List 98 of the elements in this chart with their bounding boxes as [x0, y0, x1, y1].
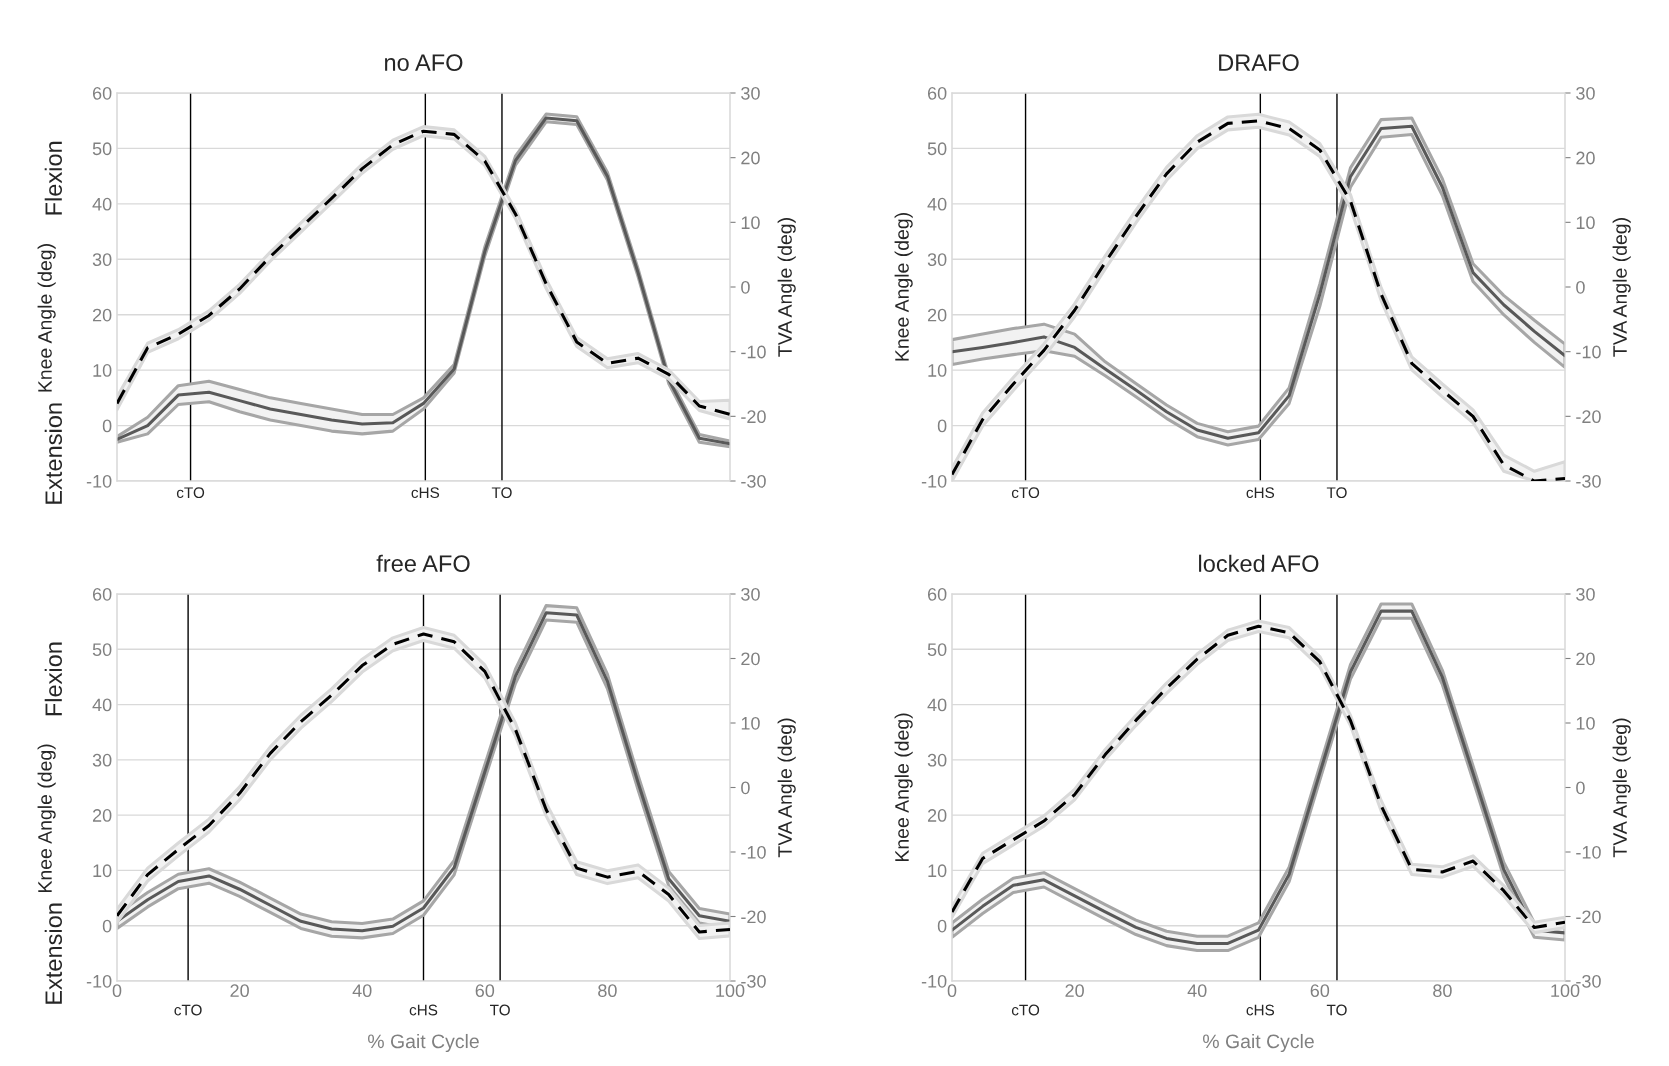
y2-tick-label: -10 — [741, 345, 766, 359]
text: Extension — [44, 903, 63, 1004]
x-tick-label: 0 — [947, 984, 957, 998]
x-tick-label: 40 — [352, 984, 372, 998]
y2-tick-label: -20 — [741, 410, 766, 424]
y-tick-label: 50 — [927, 142, 947, 156]
chart-title: DRAFO — [1219, 54, 1299, 72]
y2-axis-title: TVA Angle (deg) — [777, 718, 796, 858]
text: Flexion — [44, 642, 63, 716]
y2-tick-label: 0 — [741, 280, 750, 294]
x-axis-title: % Gait Cycle — [368, 1033, 479, 1053]
x-tick-label: 60 — [475, 984, 495, 998]
y-tick-label: 20 — [927, 809, 947, 822]
x-tick-label: 60 — [1310, 984, 1330, 998]
y-tick-label: 60 — [92, 587, 112, 601]
y-tick-label: 30 — [927, 253, 947, 267]
ref-line-label: cTO — [176, 487, 205, 499]
ref-line-label: cTO — [1011, 487, 1040, 499]
y2-tick-label: -10 — [741, 845, 766, 859]
ref-line-label: TO — [1326, 1004, 1347, 1016]
y-tick-label: 20 — [92, 308, 112, 322]
y-tick-label: 60 — [927, 587, 947, 601]
y2-tick-label: 20 — [741, 151, 760, 165]
ref-line-label: cHS — [1246, 487, 1275, 499]
y2-tick-label: 30 — [741, 587, 760, 601]
y-axis-title: Knee Angle (deg) — [894, 213, 913, 361]
x-tick-label: 40 — [1187, 984, 1207, 998]
y2-axis-title: TVA Angle (deg) — [777, 218, 796, 357]
y-tick-label: 30 — [92, 753, 112, 767]
y-tick-label: 50 — [927, 643, 947, 657]
text: Extension — [44, 403, 63, 504]
y-axis-title: Knee Angle (deg) — [37, 744, 56, 892]
y-tick-label: 0 — [937, 919, 947, 933]
y-tick-label: 40 — [92, 698, 112, 712]
chart-title: no AFO — [385, 54, 463, 72]
y-tick-label: -10 — [921, 974, 947, 988]
y2-tick-label: 10 — [1576, 216, 1595, 230]
y-tick-label: 40 — [927, 197, 947, 211]
y2-tick-label: -30 — [1576, 474, 1601, 488]
y-tick-label: 50 — [92, 142, 112, 156]
y2-tick-label: -10 — [1576, 345, 1601, 359]
x-tick-label: 0 — [112, 984, 122, 998]
y2-tick-label: 30 — [741, 86, 760, 100]
y2-tick-label: -20 — [741, 910, 766, 924]
text: Flexion — [44, 141, 63, 215]
y2-tick-label: 0 — [741, 781, 750, 795]
y-tick-label: 10 — [93, 364, 112, 377]
y-tick-label: 20 — [92, 809, 112, 822]
y2-tick-label: 10 — [1576, 716, 1595, 730]
ref-line-label: TO — [1326, 487, 1347, 499]
y-tick-label: -10 — [86, 474, 112, 488]
y-tick-label: 40 — [92, 197, 112, 211]
y2-tick-label: -10 — [1576, 845, 1601, 859]
y2-tick-label: 10 — [741, 716, 760, 730]
ref-line-label: TO — [490, 1004, 510, 1016]
x-axis-title: % Gait Cycle — [1203, 1033, 1314, 1053]
y-tick-label: 60 — [92, 86, 112, 100]
ref-line-label: cTO — [1011, 1004, 1040, 1016]
y-tick-label: 30 — [92, 253, 112, 267]
y-tick-label: 30 — [927, 753, 947, 767]
y2-tick-label: 20 — [741, 652, 760, 666]
ref-line-label: TO — [491, 487, 512, 499]
chart-title: locked AFO — [1199, 554, 1319, 573]
y-axis-title: Knee Angle (deg) — [37, 244, 56, 392]
y2-axis-title: TVA Angle (deg) — [1612, 218, 1631, 357]
y-tick-label: 50 — [92, 643, 112, 657]
y-tick-label: 10 — [928, 864, 947, 878]
y2-tick-label: 0 — [1576, 280, 1585, 294]
y-tick-label: 20 — [927, 308, 947, 322]
chart-title: free AFO — [376, 554, 470, 573]
y2-tick-label: -20 — [1576, 910, 1601, 924]
x-tick-label: 20 — [1065, 984, 1084, 998]
x-tick-label: 20 — [230, 984, 249, 998]
y2-axis-title: TVA Angle (deg) — [1612, 718, 1631, 858]
ref-line-label: cTO — [174, 1004, 202, 1016]
y2-tick-label: 30 — [1576, 587, 1595, 601]
y-tick-label: 10 — [93, 864, 112, 878]
y2-tick-label: -20 — [1576, 410, 1601, 424]
y2-tick-label: 30 — [1576, 86, 1595, 100]
y-tick-label: -10 — [921, 474, 947, 488]
y2-tick-label: 20 — [1576, 151, 1595, 165]
y2-tick-label: 20 — [1576, 652, 1595, 666]
x-tick-label: 80 — [598, 984, 617, 998]
y-tick-label: 10 — [928, 364, 947, 377]
y-tick-label: 40 — [927, 698, 947, 712]
y-tick-label: 0 — [937, 419, 947, 433]
y2-tick-label: 0 — [1576, 781, 1585, 795]
y-tick-label: -10 — [86, 974, 112, 988]
y-tick-label: 0 — [102, 919, 112, 933]
ref-line-label: cHS — [1246, 1004, 1275, 1016]
ref-line-label: cHS — [409, 1004, 438, 1016]
y-tick-label: 60 — [927, 86, 947, 100]
y-tick-label: 0 — [102, 419, 112, 433]
y-axis-title: Knee Angle (deg) — [894, 713, 913, 862]
y2-tick-label: 10 — [741, 216, 760, 230]
x-tick-label: 80 — [1433, 984, 1452, 998]
y2-tick-label: -30 — [741, 474, 766, 488]
ref-line-label: cHS — [411, 487, 440, 499]
